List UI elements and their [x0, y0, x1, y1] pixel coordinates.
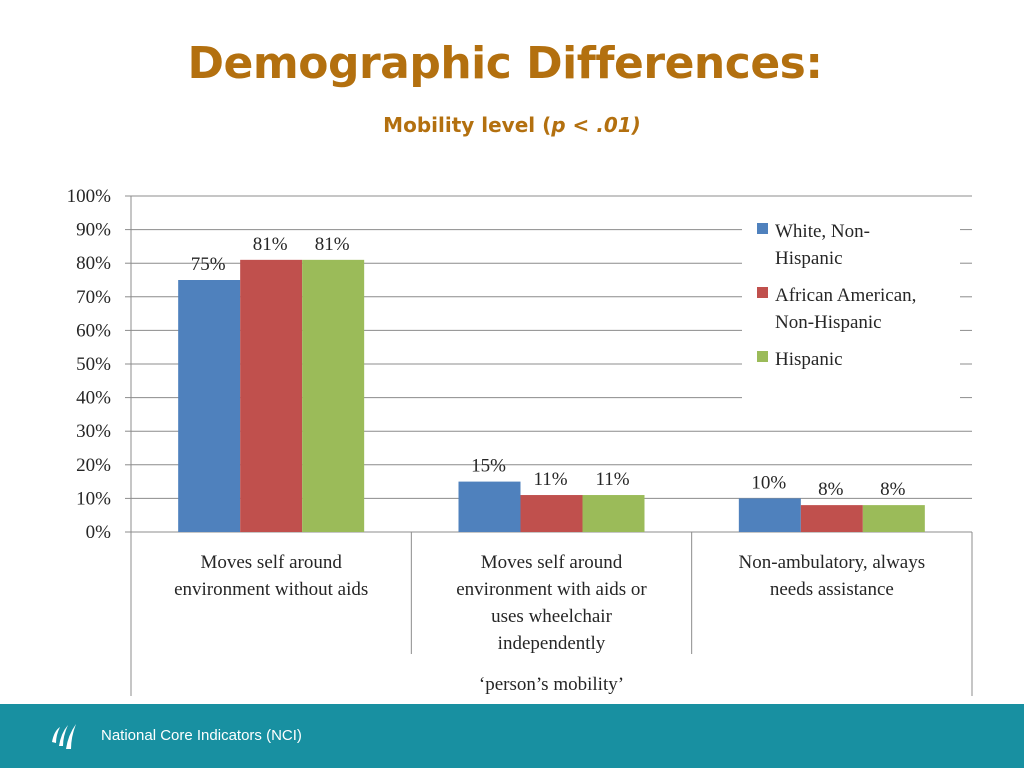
category-label: uses wheelchair: [491, 606, 612, 627]
data-label: 8%: [818, 479, 844, 500]
bar: [302, 259, 365, 532]
legend-label: African American,: [775, 285, 916, 306]
subtitle-prefix: Mobility level (: [383, 113, 552, 137]
bar: [178, 280, 241, 532]
y-tick-label: 50%: [76, 354, 111, 375]
legend-label: Hispanic: [775, 248, 843, 269]
category-label: needs assistance: [770, 579, 894, 600]
legend-label: Non-Hispanic: [775, 312, 882, 333]
bar: [520, 495, 583, 532]
y-tick-label: 80%: [76, 253, 111, 274]
legend-label: Hispanic: [775, 349, 843, 370]
category-label: Non-ambulatory, always: [739, 552, 926, 573]
subtitle-pvalue: p < .01): [551, 113, 641, 137]
y-tick-label: 90%: [76, 220, 111, 241]
bar: [240, 259, 303, 532]
bar: [458, 481, 521, 532]
y-tick-label: 30%: [76, 421, 111, 442]
slide-subtitle: Mobility level (p < .01): [0, 113, 1024, 137]
category-label: environment without aids: [174, 579, 368, 600]
bar: [738, 498, 801, 532]
category-label: Moves self around: [200, 552, 342, 573]
footer-bar: National Core Indicators (NCI): [0, 704, 1024, 768]
slide-title: Demographic Differences:: [187, 38, 823, 89]
y-tick-label: 10%: [76, 488, 111, 509]
bar: [862, 505, 925, 532]
y-tick-label: 100%: [67, 186, 112, 207]
category-label: environment with aids or: [456, 579, 647, 600]
legend-swatch: [757, 351, 768, 362]
bar: [800, 505, 863, 532]
footer-text: National Core Indicators (NCI): [101, 727, 302, 744]
data-label: 11%: [595, 469, 629, 490]
legend-label: White, Non-: [775, 221, 870, 242]
y-tick-label: 0%: [86, 522, 112, 543]
y-tick-label: 70%: [76, 287, 111, 308]
data-label: 15%: [471, 456, 506, 477]
y-tick-label: 40%: [76, 388, 111, 409]
legend-swatch: [757, 287, 768, 298]
data-label: 11%: [533, 469, 567, 490]
category-label: Moves self around: [481, 552, 623, 573]
bar-chart: 0% 10% 20% 30% 40% 50% 60% 70% 80% 90% 100% 75% 81% 8…: [67, 186, 973, 696]
data-label: 81%: [315, 234, 350, 255]
y-tick-label: 60%: [76, 320, 111, 341]
nci-logo-icon: [52, 724, 76, 749]
category-label: independently: [498, 633, 606, 654]
x-axis-title: ‘person’s mobility’: [479, 674, 624, 695]
y-tick-label: 20%: [76, 455, 111, 476]
data-label: 8%: [880, 479, 906, 500]
data-label: 81%: [253, 234, 288, 255]
data-label: 10%: [751, 472, 786, 493]
data-label: 75%: [191, 254, 226, 275]
legend-swatch: [757, 223, 768, 234]
bar: [582, 495, 645, 532]
